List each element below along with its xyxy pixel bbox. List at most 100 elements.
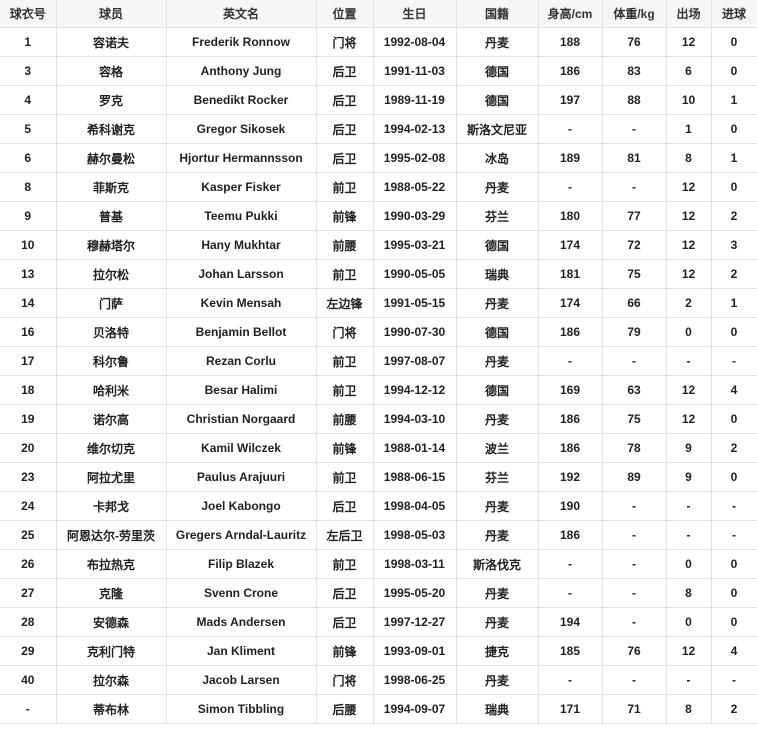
cell-nationality: 德国 <box>455 85 539 115</box>
cell-position: 后卫 <box>315 143 374 173</box>
cell-weight: 77 <box>601 201 667 231</box>
cell-goals: - <box>710 346 757 376</box>
cell-height: 171 <box>537 694 603 724</box>
cell-english-name: Johan Larsson <box>165 259 317 289</box>
table-body: 1 容诺夫 Frederik Ronnow 门将 1992-08-04 丹麦 188 76 12… <box>0 27 757 724</box>
cell-jersey-number: 40 <box>0 665 57 695</box>
cell-goals: 1 <box>710 85 757 115</box>
table-row: 26 布拉热克 Filip Blazek 前卫 1998-03-11 斯洛伐克 - -0 0 <box>0 549 757 579</box>
column-header-goals[interactable]: 进球 <box>710 0 757 28</box>
cell-english-name: Joel Kabongo <box>165 491 317 521</box>
table-row: 25 阿恩达尔-劳里茨 Gregers Arndal-Lauritz 左后卫 1998-… <box>0 520 757 550</box>
cell-player-name: 诺尔高 <box>55 404 167 434</box>
cell-height: 189 <box>537 143 603 173</box>
table-row: 6 赫尔曼松 Hjortur Hermannsson 后卫 1995-02-08 冰岛 18… <box>0 143 757 173</box>
cell-goals: 4 <box>710 636 757 666</box>
cell-birthday: 1998-03-11 <box>372 549 457 579</box>
cell-height: 181 <box>537 259 603 289</box>
cell-weight: 75 <box>601 404 667 434</box>
table-row: 3 容格 Anthony Jung 后卫 1991-11-03 德国 186 83 6 0 <box>0 56 757 86</box>
cell-english-name: Teemu Pukki <box>165 201 317 231</box>
cell-player-name: 克隆 <box>55 578 167 608</box>
cell-appearances: 12 <box>665 259 712 289</box>
cell-birthday: 1988-06-15 <box>372 462 457 492</box>
cell-nationality: 斯洛文尼亚 <box>455 114 539 144</box>
cell-nationality: 丹麦 <box>455 404 539 434</box>
column-header-appearances[interactable]: 出场 <box>665 0 712 28</box>
cell-weight: - <box>601 607 667 637</box>
cell-birthday: 1994-02-13 <box>372 114 457 144</box>
cell-height: 197 <box>537 85 603 115</box>
cell-jersey-number: 3 <box>0 56 57 86</box>
cell-weight: 63 <box>601 375 667 405</box>
cell-appearances: - <box>665 491 712 521</box>
cell-weight: - <box>601 114 667 144</box>
cell-jersey-number: 24 <box>0 491 57 521</box>
cell-english-name: Jacob Larsen <box>165 665 317 695</box>
cell-appearances: 12 <box>665 27 712 57</box>
cell-nationality: 德国 <box>455 56 539 86</box>
cell-nationality: 丹麦 <box>455 491 539 521</box>
cell-nationality: 冰岛 <box>455 143 539 173</box>
cell-nationality: 德国 <box>455 375 539 405</box>
cell-player-name: 罗克 <box>55 85 167 115</box>
cell-goals: 0 <box>710 27 757 57</box>
cell-weight: 75 <box>601 259 667 289</box>
cell-height: 188 <box>537 27 603 57</box>
column-header-birthday[interactable]: 生日 <box>372 0 457 28</box>
cell-position: 前卫 <box>315 462 374 492</box>
column-header-english-name[interactable]: 英文名 <box>165 0 317 28</box>
cell-height: 169 <box>537 375 603 405</box>
cell-jersey-number: 17 <box>0 346 57 376</box>
cell-birthday: 1994-09-07 <box>372 694 457 724</box>
cell-appearances: 10 <box>665 85 712 115</box>
cell-goals: 1 <box>710 143 757 173</box>
cell-appearances: 12 <box>665 636 712 666</box>
table-row: 24 卡邦戈 Joel Kabongo 后卫 1998-04-05 丹麦 190- - - <box>0 491 757 521</box>
cell-jersey-number: 10 <box>0 230 57 260</box>
cell-weight: 76 <box>601 27 667 57</box>
cell-english-name: Gregers Arndal-Lauritz <box>165 520 317 550</box>
column-header-weight[interactable]: 体重/kg <box>601 0 667 28</box>
cell-appearances: 1 <box>665 114 712 144</box>
cell-birthday: 1998-04-05 <box>372 491 457 521</box>
column-header-height[interactable]: 身高/cm <box>537 0 603 28</box>
cell-height: 180 <box>537 201 603 231</box>
table-row: - 蒂布林 Simon Tibbling 后腰 1994-09-07 瑞典 171 71 8 2 <box>0 694 757 724</box>
cell-weight: - <box>601 346 667 376</box>
cell-nationality: 捷克 <box>455 636 539 666</box>
cell-nationality: 丹麦 <box>455 172 539 202</box>
cell-goals: 0 <box>710 578 757 608</box>
cell-nationality: 丹麦 <box>455 607 539 637</box>
column-header-jersey-number[interactable]: 球衣号 <box>0 0 57 28</box>
table-row: 28 安德森 Mads Andersen 后卫 1997-12-27 丹麦 194-0 0 <box>0 607 757 637</box>
cell-birthday: 1995-05-20 <box>372 578 457 608</box>
cell-player-name: 希科谢克 <box>55 114 167 144</box>
cell-goals: 0 <box>710 549 757 579</box>
cell-appearances: 8 <box>665 694 712 724</box>
cell-player-name: 容诺夫 <box>55 27 167 57</box>
cell-position: 前卫 <box>315 375 374 405</box>
cell-player-name: 普基 <box>55 201 167 231</box>
column-header-player-name[interactable]: 球员 <box>55 0 167 28</box>
cell-birthday: 1990-07-30 <box>372 317 457 347</box>
cell-jersey-number: 16 <box>0 317 57 347</box>
column-header-position[interactable]: 位置 <box>315 0 374 28</box>
cell-position: 前锋 <box>315 636 374 666</box>
cell-player-name: 穆赫塔尔 <box>55 230 167 260</box>
cell-player-name: 拉尔森 <box>55 665 167 695</box>
cell-goals: 2 <box>710 201 757 231</box>
cell-position: 左边锋 <box>315 288 374 318</box>
cell-height: 186 <box>537 404 603 434</box>
cell-position: 后卫 <box>315 578 374 608</box>
cell-goals: 3 <box>710 230 757 260</box>
cell-appearances: 0 <box>665 549 712 579</box>
cell-position: 后卫 <box>315 56 374 86</box>
cell-position: 前锋 <box>315 201 374 231</box>
cell-height: - <box>537 549 603 579</box>
cell-english-name: Simon Tibbling <box>165 694 317 724</box>
cell-jersey-number: 19 <box>0 404 57 434</box>
cell-birthday: 1995-03-21 <box>372 230 457 260</box>
cell-position: 后卫 <box>315 114 374 144</box>
column-header-nationality[interactable]: 国籍 <box>455 0 539 28</box>
